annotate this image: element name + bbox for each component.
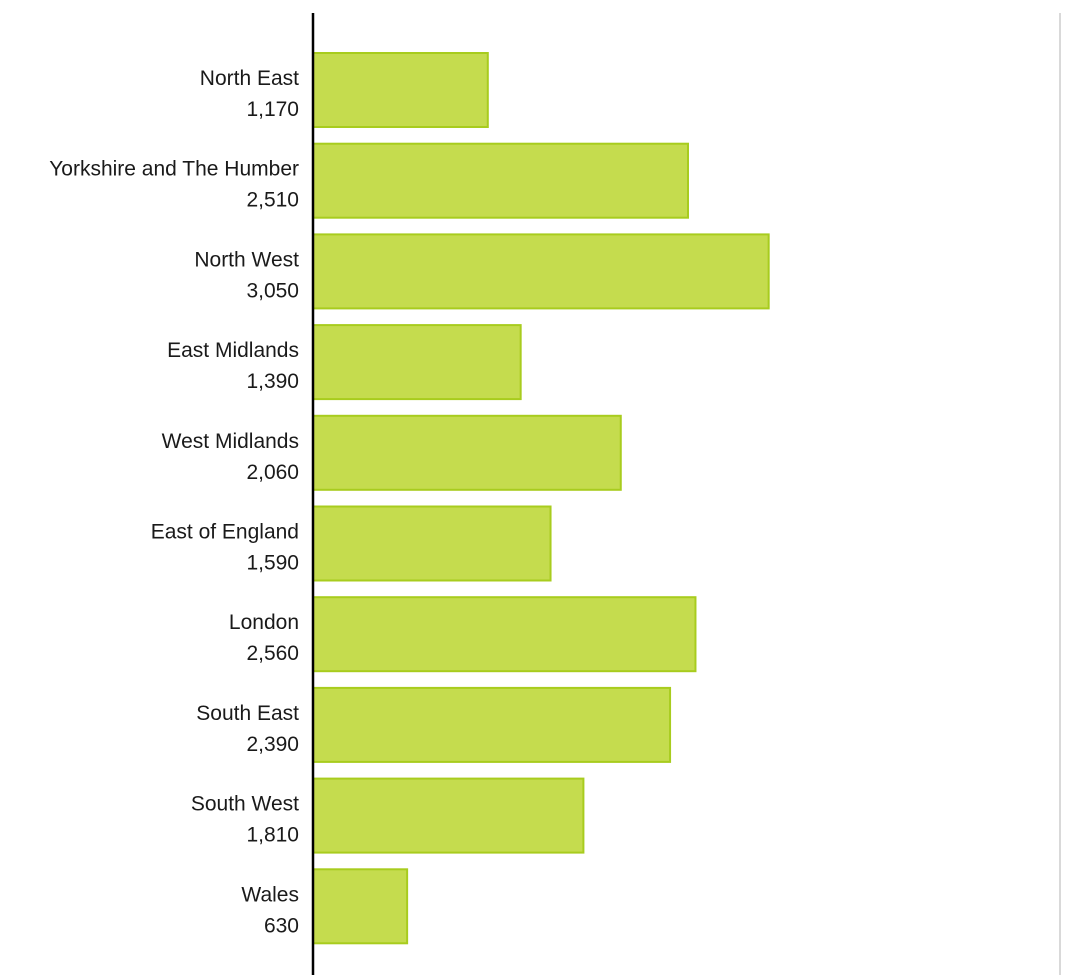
- category-label-yorkshire-and-the-humber: Yorkshire and The Humber: [49, 158, 299, 181]
- value-label-yorkshire-and-the-humber: 2,510: [246, 189, 299, 212]
- value-label-east-midlands: 1,390: [246, 370, 299, 393]
- bar-north-west: [312, 233, 770, 310]
- category-label-west-midlands: West Midlands: [162, 430, 299, 453]
- category-label-south-east: South East: [196, 702, 299, 725]
- category-label-london: London: [229, 611, 299, 634]
- bar-west-midlands: [312, 414, 622, 491]
- bar-london: [312, 596, 697, 673]
- value-label-east-of-england: 1,590: [246, 552, 299, 575]
- value-label-london: 2,560: [246, 642, 299, 665]
- labels-layer: North East 1,170 Yorkshire and The Humber 2…: [49, 67, 299, 937]
- value-label-north-east: 1,170: [246, 98, 299, 121]
- value-label-wales: 630: [264, 914, 299, 937]
- bar-south-west: [312, 777, 585, 854]
- category-label-east-of-england: East of England: [151, 521, 299, 544]
- bar-yorkshire-and-the-humber: [312, 142, 689, 219]
- value-label-south-west: 1,810: [246, 824, 299, 847]
- value-label-north-west: 3,050: [246, 279, 299, 302]
- category-label-wales: Wales: [241, 883, 299, 906]
- category-label-north-east: North East: [200, 67, 299, 90]
- category-label-east-midlands: East Midlands: [167, 339, 299, 362]
- value-label-west-midlands: 2,060: [246, 461, 299, 484]
- bar-wales: [312, 868, 409, 945]
- bars-layer: [312, 52, 770, 945]
- value-label-south-east: 2,390: [246, 733, 299, 756]
- bar-north-east: [312, 52, 489, 128]
- category-label-south-west: South West: [191, 793, 299, 816]
- category-label-north-west: North West: [194, 248, 299, 271]
- bar-east-midlands: [312, 324, 522, 401]
- bar-east-of-england: [312, 505, 552, 582]
- bar-south-east: [312, 686, 672, 763]
